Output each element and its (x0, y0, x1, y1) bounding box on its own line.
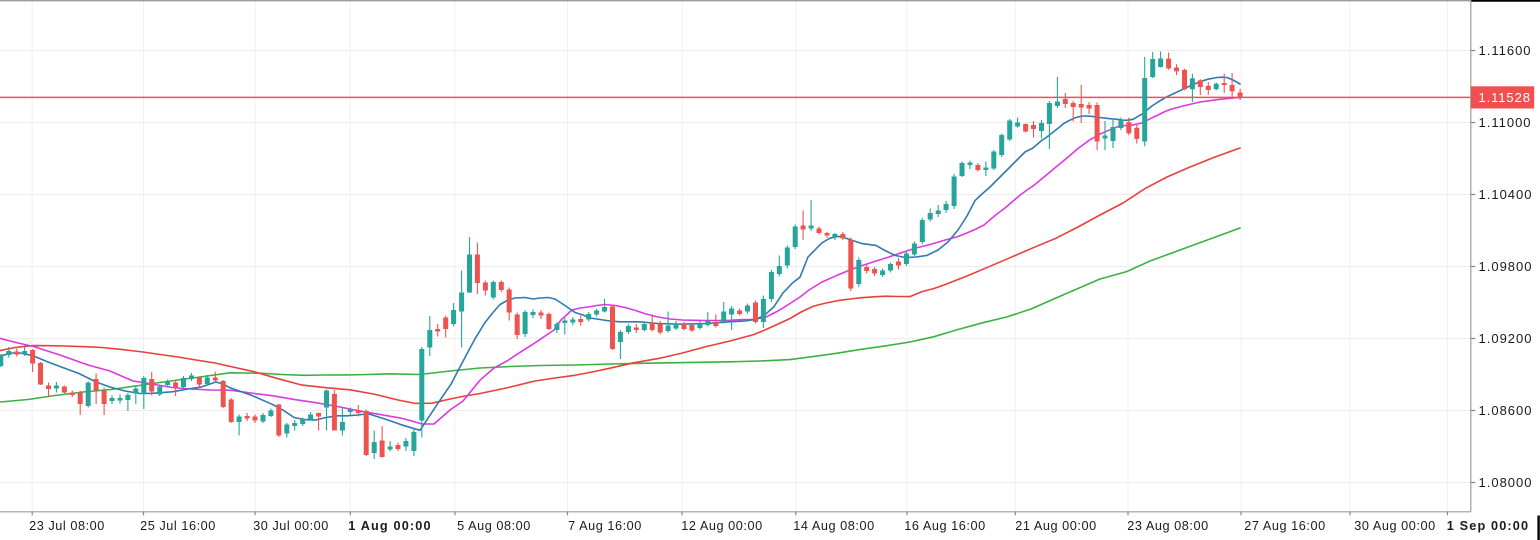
svg-text:1 Aug 00:00: 1 Aug 00:00 (348, 519, 431, 533)
svg-text:5 Aug 08:00: 5 Aug 08:00 (457, 519, 531, 533)
svg-text:30 Jul 00:00: 30 Jul 00:00 (253, 519, 329, 533)
svg-text:21 Aug 00:00: 21 Aug 00:00 (1015, 519, 1096, 533)
svg-text:14 Aug 08:00: 14 Aug 08:00 (793, 519, 874, 533)
svg-text:7 Aug 16:00: 7 Aug 16:00 (568, 519, 642, 533)
svg-text:30 Aug 00:00: 30 Aug 00:00 (1354, 519, 1435, 533)
svg-text:27 Aug 16:00: 27 Aug 16:00 (1244, 519, 1325, 533)
svg-text:23 Jul 08:00: 23 Jul 08:00 (29, 519, 105, 533)
svg-text:1 Sep 00:00: 1 Sep 00:00 (1447, 519, 1529, 533)
svg-text:25 Jul 16:00: 25 Jul 16:00 (140, 519, 216, 533)
svg-text:23 Aug 08:00: 23 Aug 08:00 (1127, 519, 1208, 533)
svg-text:16 Aug 16:00: 16 Aug 16:00 (904, 519, 985, 533)
svg-text:12 Aug 00:00: 12 Aug 00:00 (681, 519, 762, 533)
svg-text:1.09800: 1.09800 (1479, 259, 1533, 274)
svg-text:1.08600: 1.08600 (1479, 403, 1533, 418)
svg-text:1.11000: 1.11000 (1479, 115, 1532, 130)
svg-text:1.11600: 1.11600 (1479, 43, 1532, 58)
svg-text:1.11528: 1.11528 (1479, 90, 1531, 105)
svg-text:1.10400: 1.10400 (1479, 187, 1533, 202)
svg-text:1.08000: 1.08000 (1479, 475, 1533, 490)
svg-text:1.09200: 1.09200 (1479, 331, 1533, 346)
